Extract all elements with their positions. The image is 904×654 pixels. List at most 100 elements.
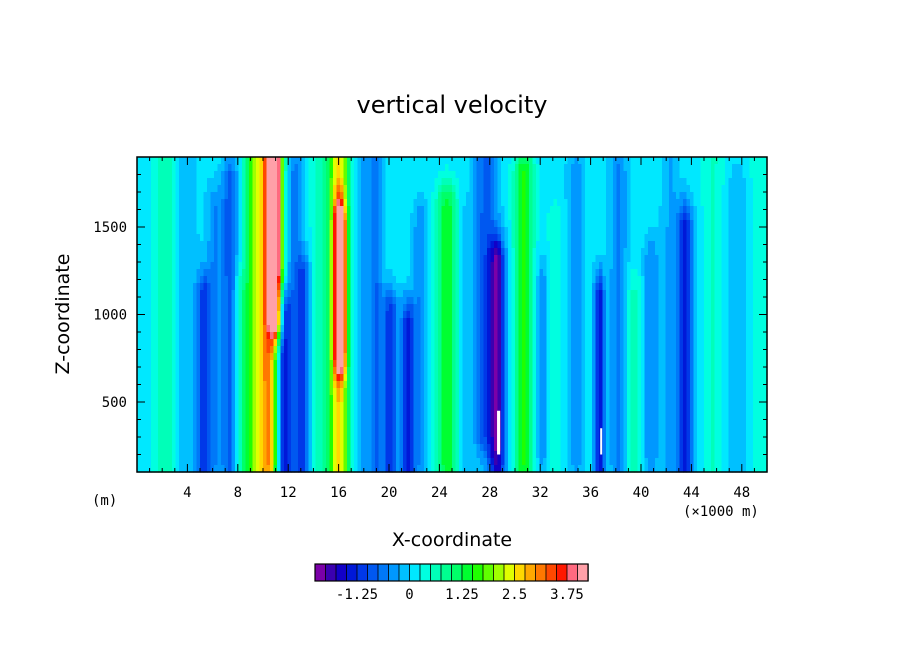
- heatmap-cell: [203, 220, 208, 228]
- heatmap-cell: [483, 171, 488, 179]
- heatmap-cell: [753, 339, 758, 347]
- heatmap-cell: [756, 213, 761, 221]
- heatmap-cell: [655, 248, 660, 256]
- heatmap-cell: [588, 332, 593, 340]
- heatmap-cell: [515, 269, 520, 277]
- heatmap-cell: [578, 262, 583, 270]
- heatmap-cell: [193, 178, 198, 186]
- heatmap-cell: [406, 304, 411, 312]
- heatmap-cell: [613, 192, 618, 200]
- heatmap-cell: [298, 318, 303, 326]
- heatmap-cell: [529, 318, 534, 326]
- heatmap-cell: [256, 318, 261, 326]
- heatmap-cell: [336, 199, 341, 207]
- heatmap-cell: [172, 227, 177, 235]
- heatmap-cell: [417, 206, 422, 214]
- heatmap-cell: [357, 199, 362, 207]
- heatmap-cell: [613, 318, 618, 326]
- heatmap-cell: [742, 283, 747, 291]
- heatmap-cell: [445, 185, 450, 193]
- heatmap-cell: [378, 171, 383, 179]
- heatmap-cell: [196, 241, 201, 249]
- heatmap-cell: [308, 283, 313, 291]
- heatmap-cell: [739, 311, 744, 319]
- heatmap-cell: [315, 332, 320, 340]
- heatmap-cell: [326, 283, 331, 291]
- heatmap-cell: [490, 199, 495, 207]
- heatmap-cell: [280, 304, 285, 312]
- heatmap-cell: [147, 262, 152, 270]
- heatmap-cell: [662, 185, 667, 193]
- heatmap-cell: [326, 269, 331, 277]
- heatmap-cell: [319, 262, 324, 270]
- heatmap-cell: [557, 241, 562, 249]
- heatmap-cell: [648, 339, 653, 347]
- heatmap-cell: [522, 178, 527, 186]
- heatmap-cell: [742, 199, 747, 207]
- heatmap-cell: [340, 227, 345, 235]
- heatmap-cell: [221, 262, 226, 270]
- heatmap-cell: [287, 304, 292, 312]
- heatmap-cell: [336, 297, 341, 305]
- heatmap-cell: [182, 346, 187, 354]
- heatmap-cell: [518, 241, 523, 249]
- heatmap-cell: [473, 234, 478, 242]
- heatmap-cell: [354, 276, 359, 284]
- heatmap-cell: [424, 248, 429, 256]
- heatmap-cell: [627, 199, 632, 207]
- heatmap-cell: [693, 290, 698, 298]
- heatmap-cell: [490, 255, 495, 263]
- heatmap-cell: [676, 234, 681, 242]
- heatmap-cell: [476, 220, 481, 228]
- heatmap-cell: [469, 332, 474, 340]
- heatmap-cell: [518, 213, 523, 221]
- heatmap-cell: [228, 157, 233, 165]
- heatmap-cell: [231, 234, 236, 242]
- heatmap-cell: [427, 297, 432, 305]
- heatmap-cell: [595, 248, 600, 256]
- heatmap-cell: [392, 283, 397, 291]
- heatmap-cell: [270, 311, 275, 319]
- heatmap-cell: [175, 248, 180, 256]
- heatmap-cell: [263, 192, 268, 200]
- heatmap-cell: [158, 213, 163, 221]
- heatmap-cell: [343, 206, 348, 214]
- heatmap-cell: [697, 276, 702, 284]
- heatmap-cell: [301, 234, 306, 242]
- heatmap-cell: [172, 318, 177, 326]
- heatmap-cell: [284, 290, 289, 298]
- heatmap-cell: [193, 248, 198, 256]
- heatmap-cell: [256, 241, 261, 249]
- heatmap-cell: [704, 290, 709, 298]
- heatmap-cell: [203, 325, 208, 333]
- heatmap-cell: [277, 199, 282, 207]
- heatmap-cell: [585, 171, 590, 179]
- heatmap-cell: [371, 178, 376, 186]
- heatmap-cell: [581, 185, 586, 193]
- heatmap-cell: [543, 164, 548, 172]
- heatmap-cell: [515, 192, 520, 200]
- heatmap-cell: [252, 276, 257, 284]
- heatmap-cell: [494, 171, 499, 179]
- heatmap-cell: [417, 283, 422, 291]
- heatmap-cell: [655, 213, 660, 221]
- heatmap-cell: [308, 178, 313, 186]
- heatmap-cell: [658, 241, 663, 249]
- heatmap-cell: [532, 227, 537, 235]
- heatmap-cell: [378, 311, 383, 319]
- heatmap-cell: [140, 199, 145, 207]
- heatmap-cell: [350, 318, 355, 326]
- heatmap-cell: [483, 192, 488, 200]
- heatmap-cell: [760, 255, 765, 263]
- heatmap-cell: [179, 241, 184, 249]
- heatmap-cell: [697, 290, 702, 298]
- heatmap-cell: [630, 290, 635, 298]
- heatmap-cell: [368, 192, 373, 200]
- heatmap-cell: [217, 290, 222, 298]
- heatmap-cell: [578, 241, 583, 249]
- heatmap-cell: [315, 276, 320, 284]
- heatmap-plot-area: [137, 157, 768, 473]
- heatmap-cell: [396, 255, 401, 263]
- heatmap-cell: [564, 318, 569, 326]
- heatmap-cell: [371, 269, 376, 277]
